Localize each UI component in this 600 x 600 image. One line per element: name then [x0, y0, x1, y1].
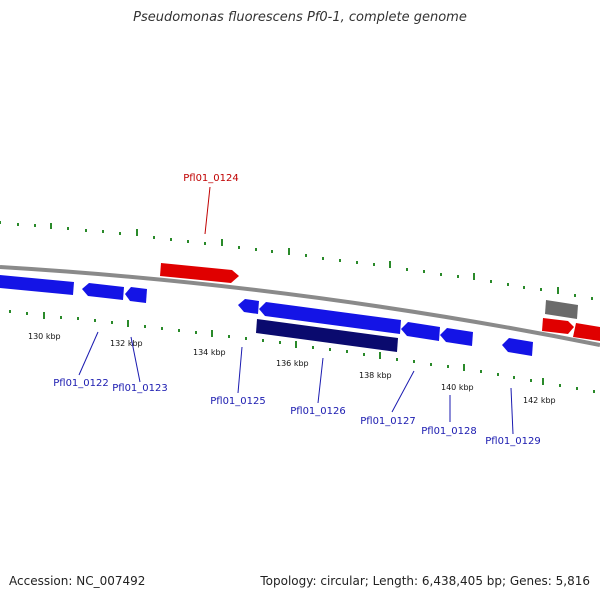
kbp-label-136: 136 kbp: [276, 359, 309, 368]
leader-pfl01-0129: [510, 387, 514, 435]
gene-label-pfl01-0126[interactable]: Pfl01_0126: [290, 406, 346, 417]
kbp-label-132: 132 kbp: [110, 339, 143, 348]
kbp-label-130: 130 kbp: [28, 332, 61, 341]
gene-label-pfl01-0123[interactable]: Pfl01_0123: [112, 383, 168, 394]
leader-pfl01-0122: [78, 331, 99, 376]
gene-label-pfl01-0127[interactable]: Pfl01_0127: [360, 416, 416, 427]
gene-label-pfl01-0125[interactable]: Pfl01_0125: [210, 396, 266, 407]
upper-tick-row: [0, 221, 593, 300]
gene-label-pfl01-0128[interactable]: Pfl01_0128: [421, 426, 477, 437]
gene-pfl01-0125[interactable]: [238, 299, 259, 314]
gene-forward-right-1[interactable]: [542, 318, 574, 334]
gene-pfl01-0122[interactable]: [0, 275, 74, 295]
genome-summary-text: Topology: circular; Length: 6,438,405 bp…: [260, 574, 590, 588]
kbp-label-140: 140 kbp: [441, 383, 474, 392]
kbp-label-134: 134 kbp: [193, 348, 226, 357]
genome-backbone: [0, 265, 600, 347]
gene-pfl01-0128[interactable]: [440, 328, 473, 346]
gene-pfl01-0123-b[interactable]: [125, 287, 147, 303]
gene-forward-right-2[interactable]: [573, 323, 600, 341]
accession-text: Accession: NC_007492: [9, 574, 146, 588]
kbp-label-142: 142 kbp: [523, 396, 556, 405]
gene-label-pfl01-0129[interactable]: Pfl01_0129: [485, 436, 541, 447]
leader-pfl01-0124: [204, 186, 211, 235]
leader-pfl01-0125: [237, 346, 243, 394]
gene-pfl01-0123-a[interactable]: [82, 283, 124, 300]
gene-pfl01-0127[interactable]: [401, 322, 440, 341]
leader-pfl01-0127: [391, 370, 415, 413]
leader-pfl01-0126: [317, 357, 324, 404]
gene-label-pfl01-0124[interactable]: Pfl01_0124: [183, 173, 239, 184]
lower-tick-row: [9, 310, 595, 393]
gene-pfl01-0126-b[interactable]: [256, 319, 398, 352]
gene-pfl01-0126-a[interactable]: [259, 302, 401, 334]
leader-pfl01-0123: [130, 336, 141, 383]
gene-pfl01-0124[interactable]: [160, 263, 239, 283]
gene-pfl01-0129[interactable]: [502, 338, 533, 356]
gene-gray[interactable]: [545, 300, 578, 319]
gene-label-pfl01-0122[interactable]: Pfl01_0122: [53, 378, 109, 389]
label-leader-lines: [78, 186, 514, 435]
kbp-label-138: 138 kbp: [359, 371, 392, 380]
map-title: Pseudomonas fluorescens Pf0-1, complete …: [133, 10, 467, 25]
